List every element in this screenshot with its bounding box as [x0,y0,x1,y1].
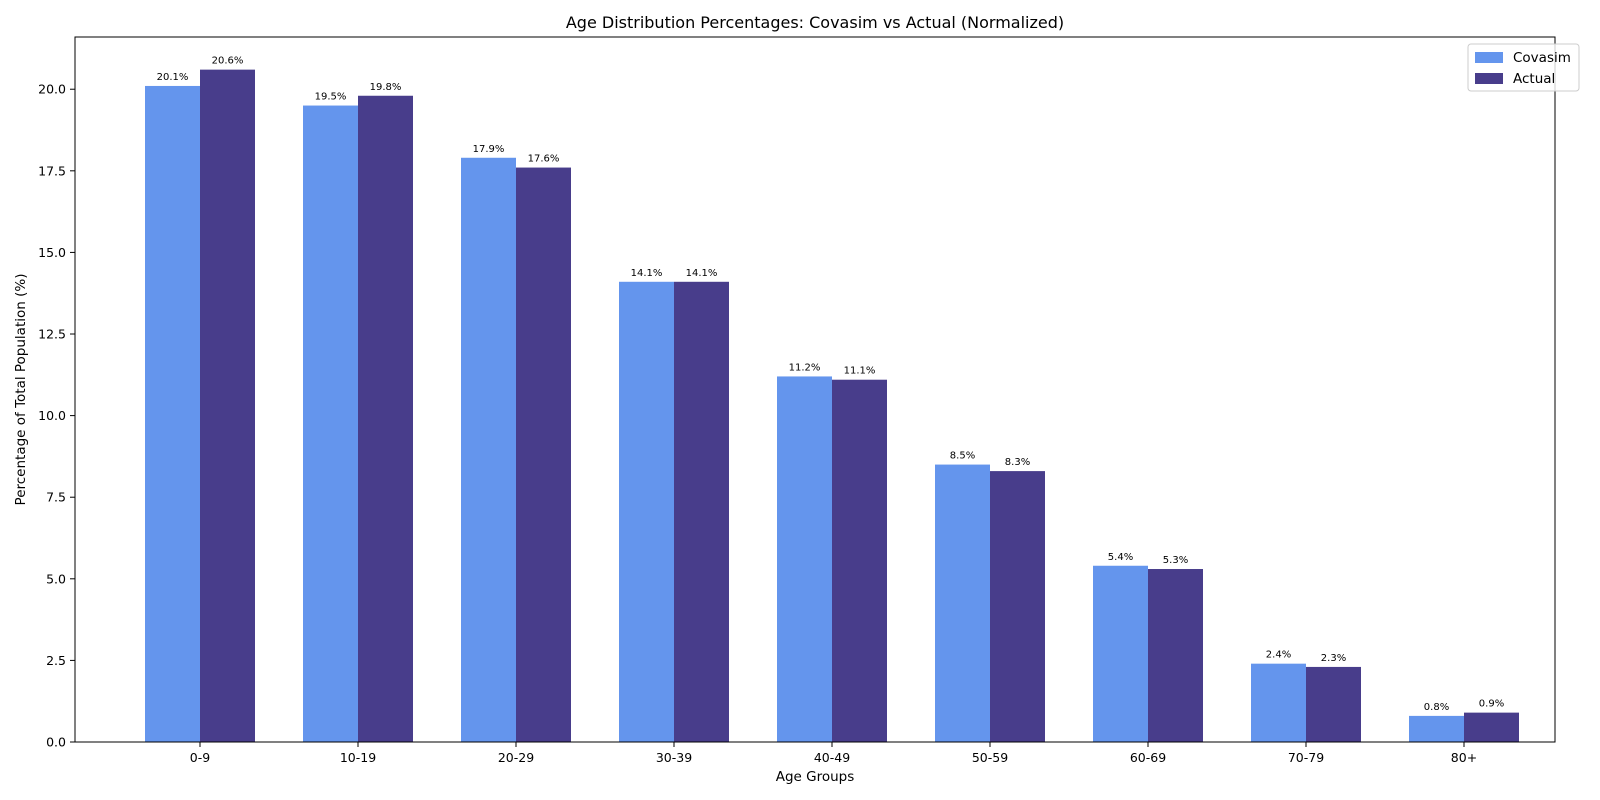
y-tick-label: 15.0 [38,245,66,260]
bar-covasim-50-59 [935,464,990,742]
bar-actual-70-79 [1306,666,1361,742]
bar-value-label: 19.5% [315,92,347,103]
bar-value-label: 2.3% [1321,653,1346,664]
y-tick-label: 12.5 [38,327,66,342]
bar-covasim-80+ [1409,715,1464,742]
bar-value-label: 0.9% [1479,699,1504,710]
y-tick-label: 0.0 [46,735,66,750]
bar-value-label: 2.4% [1266,650,1291,661]
bar-covasim-70-79 [1251,663,1306,742]
bar-covasim-10-19 [303,105,358,742]
bar-actual-0-9 [200,69,255,742]
bar-value-label: 20.1% [157,72,189,83]
legend-label-actual: Actual [1513,71,1555,87]
y-axis-title: Percentage of Total Population (%) [13,274,29,506]
legend-label-covasim: Covasim [1513,50,1571,66]
x-tick-label: 60-69 [1130,750,1166,765]
bar-value-label: 19.8% [370,82,402,93]
bar-covasim-30-39 [619,281,674,742]
y-tick-label: 5.0 [46,571,66,586]
bar-actual-50-59 [990,471,1045,742]
y-tick-label: 20.0 [38,82,66,97]
bar-value-label: 11.1% [844,366,876,377]
bar-covasim-0-9 [145,85,200,743]
bar-value-label: 11.2% [789,362,821,373]
bar-value-label: 20.6% [212,56,244,67]
bar-value-label: 17.9% [473,144,505,155]
bar-actual-10-19 [358,95,413,742]
x-tick-label: 10-19 [340,750,376,765]
bar-value-label: 8.3% [1005,457,1030,468]
bar-labels-layer: 20.1% 19.5% 17.9% 14.1% 11.2% 8.5% 5.4% 2.4% 0.8… [157,56,1505,713]
x-axis: 0-9 10-19 20-29 30-39 40-49 50-59 60-69 70-79 80… [190,742,1477,765]
y-tick-label: 2.5 [46,653,66,668]
x-tick-label: 0-9 [190,750,210,765]
legend-swatch-covasim [1475,52,1503,63]
bar-value-label: 14.1% [631,268,663,279]
x-tick-label: 30-39 [656,750,692,765]
x-tick-label: 50-59 [972,750,1008,765]
x-axis-title: Age Groups [776,769,855,785]
bar-covasim-60-69 [1093,565,1148,742]
y-tick-label: 17.5 [38,163,66,178]
bar-actual-60-69 [1148,569,1203,742]
bar-actual-40-49 [832,379,887,742]
bar-value-label: 17.6% [528,154,560,165]
x-tick-label: 40-49 [814,750,850,765]
y-axis: 0.0 2.5 5.0 7.5 10.0 12.5 15.0 17.5 20.0 [38,82,75,750]
chart-title: Age Distribution Percentages: Covasim vs… [566,13,1064,32]
bar-actual-30-39 [674,281,729,742]
x-tick-label: 70-79 [1288,750,1324,765]
x-tick-label: 20-29 [498,750,534,765]
bar-value-label: 5.4% [1108,552,1133,563]
x-tick-label: 80+ [1451,750,1477,765]
legend: Covasim Actual [1467,43,1580,92]
bar-value-label: 0.8% [1424,702,1449,713]
legend-swatch-actual [1475,73,1503,84]
y-tick-label: 10.0 [38,408,66,423]
bar-value-label: 5.3% [1163,555,1188,566]
bar-actual-80+ [1464,712,1519,742]
bar-covasim-20-29 [461,157,516,742]
bar-covasim-40-49 [777,376,832,742]
bar-actual-20-29 [516,167,571,743]
bar-value-label: 14.1% [686,268,718,279]
plot-area-frame [74,36,1556,743]
bar-value-label: 8.5% [950,451,975,462]
y-tick-label: 7.5 [46,490,66,505]
bars-layer [145,69,1519,743]
